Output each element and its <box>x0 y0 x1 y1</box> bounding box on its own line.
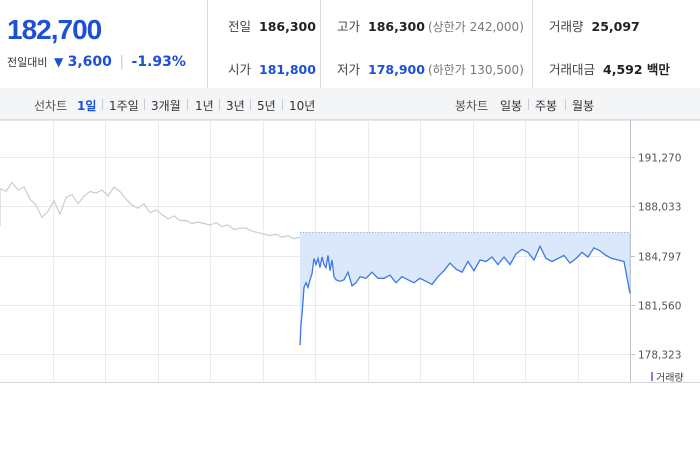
change-value: 3,600 <box>67 54 112 70</box>
y-tick-label: 188,033 <box>638 202 681 214</box>
tab-separator <box>187 99 188 110</box>
tab-separator <box>282 99 283 110</box>
y-tick-label: 191,270 <box>638 153 681 165</box>
y-tick-label: 184,797 <box>638 252 681 264</box>
tab-1-year[interactable]: 1년 <box>195 99 214 113</box>
stat-low: 저가 178,900 (하한가 130,500) <box>337 59 524 78</box>
price-box: 182,700 전일대비 ▼ 3,600 | -1.93% <box>0 0 208 88</box>
stat-value: 186,300 <box>259 19 316 34</box>
stat-value: 178,900 <box>368 62 425 77</box>
y-tick-label: 178,323 <box>638 350 681 362</box>
down-triangle-icon: ▼ <box>53 55 64 69</box>
stat-value: 181,800 <box>259 62 316 77</box>
tab-separator <box>102 99 103 110</box>
intraday-chart: 191,270 188,033 184,797 181,560 178,323 거래량 <box>0 120 700 390</box>
stat-label: 고가 <box>337 19 361 34</box>
stat-label: 거래대금 <box>549 62 596 77</box>
tab-1-week[interactable]: 1주일 <box>109 99 139 113</box>
tab-weekly-candle[interactable]: 주봉 <box>535 99 558 113</box>
tab-10-years[interactable]: 10년 <box>289 99 316 113</box>
tab-daily-candle[interactable]: 일봉 <box>500 99 523 113</box>
change-row: 전일대비 ▼ 3,600 | -1.93% <box>7 54 186 70</box>
stat-divider <box>532 0 533 88</box>
stat-open: 시가 181,800 <box>228 59 316 78</box>
stat-prev-close: 전일 186,300 <box>228 16 316 35</box>
y-tick-label: 181,560 <box>638 301 681 313</box>
tab-1-day[interactable]: 1일 <box>77 99 97 113</box>
volume-legend-swatch <box>651 372 653 381</box>
stat-label: 전일 <box>228 19 252 34</box>
chart-svg: 191,270 188,033 184,797 181,560 178,323 거래량 <box>0 120 700 384</box>
candle-chart-label: 봉차트 <box>455 99 489 113</box>
stat-amount: 거래대금 4,592 백만 <box>549 59 670 78</box>
stat-volume: 거래량 25,097 <box>549 16 640 35</box>
stat-value: 25,097 <box>591 19 640 34</box>
tab-3-months[interactable]: 3개월 <box>151 99 181 113</box>
tab-monthly-candle[interactable]: 월봉 <box>572 99 595 113</box>
previous-day-line <box>0 181 301 240</box>
change-separator: | <box>119 54 125 70</box>
volume-legend-label: 거래량 <box>656 372 684 384</box>
chart-period-tabs: 선차트 1일 1주일 3개월 1년 3년 5년 10년 봉차트 일봉 주봉 월봉 <box>0 88 700 120</box>
tab-separator <box>250 99 251 110</box>
tab-separator <box>219 99 220 110</box>
tab-separator <box>565 99 566 110</box>
quote-summary: 182,700 전일대비 ▼ 3,600 | -1.93% 전일 186,300 … <box>0 0 700 89</box>
stat-label: 시가 <box>228 62 252 77</box>
change-label: 전일대비 <box>7 56 48 69</box>
stat-value: 4,592 백만 <box>603 62 670 77</box>
change-percent: -1.93% <box>131 54 186 70</box>
tab-3-years[interactable]: 3년 <box>226 99 245 113</box>
today-price-line <box>299 244 631 346</box>
today-area-fill <box>300 232 630 346</box>
stat-label: 저가 <box>337 62 361 77</box>
tab-separator <box>528 99 529 110</box>
tab-5-years[interactable]: 5년 <box>257 99 276 113</box>
stat-high: 고가 186,300 (상한가 242,000) <box>337 16 524 35</box>
current-price: 182,700 <box>7 14 102 45</box>
stat-divider <box>320 0 321 88</box>
lower-limit: (하한가 130,500) <box>427 63 524 77</box>
line-chart-label: 선차트 <box>34 99 68 113</box>
tab-separator <box>144 99 145 110</box>
stat-value: 186,300 <box>368 19 425 34</box>
upper-limit: (상한가 242,000) <box>427 20 524 34</box>
stat-label: 거래량 <box>549 19 584 34</box>
